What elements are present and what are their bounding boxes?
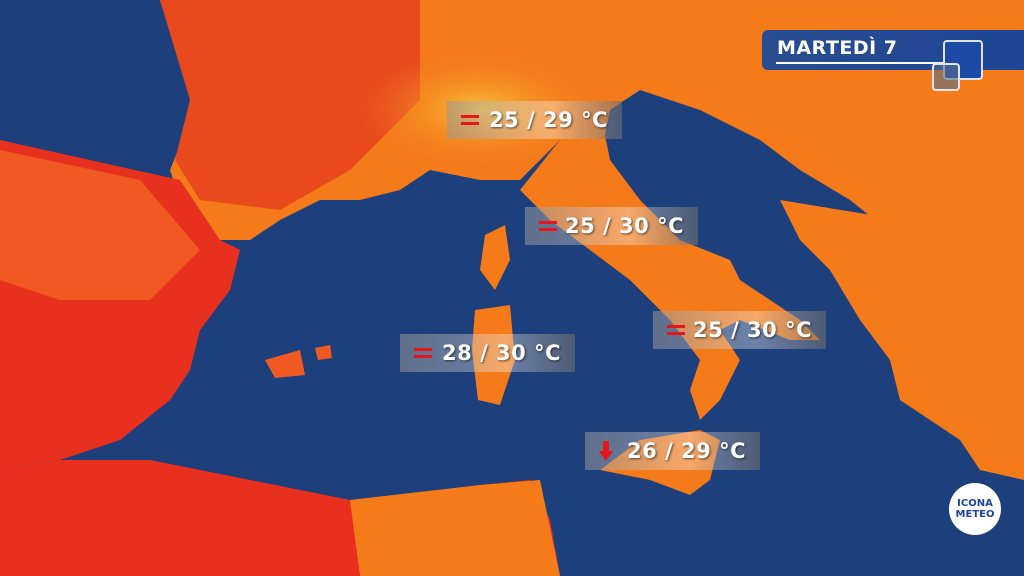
temp-value: 25 / 30 °C: [565, 214, 684, 238]
logo-line2: METEO: [955, 509, 995, 520]
equal-trend-icon: [461, 115, 479, 125]
temp-label-sicily: 26 / 29 °C: [585, 432, 760, 470]
land-balkans: [780, 200, 1024, 480]
temp-value: 26 / 29 °C: [627, 439, 746, 463]
temp-label-sardinia: 28 / 30 °C: [400, 334, 575, 372]
brand-square-small-icon: [932, 63, 960, 91]
equal-trend-icon: [539, 221, 557, 231]
arrow-down-icon: [599, 441, 613, 461]
iconameteo-logo: ICONA METEO: [949, 483, 1001, 535]
equal-trend-icon: [667, 325, 685, 335]
temp-label-center: 25 / 30 °C: [525, 207, 698, 245]
land-italy: [520, 110, 820, 420]
temp-value: 25 / 30 °C: [693, 318, 812, 342]
day-title: MARTEDÌ 7: [777, 37, 898, 59]
header-underline: [776, 62, 946, 64]
land-corsica: [480, 225, 510, 290]
temp-value: 25 / 29 °C: [489, 108, 608, 132]
logo-line1: ICONA: [957, 498, 993, 509]
temp-label-north: 25 / 29 °C: [447, 101, 622, 139]
temp-value: 28 / 30 °C: [442, 341, 561, 365]
date-header: MARTEDÌ 7: [762, 30, 1024, 70]
temp-label-south: 25 / 30 °C: [653, 311, 826, 349]
equal-trend-icon: [414, 348, 432, 358]
